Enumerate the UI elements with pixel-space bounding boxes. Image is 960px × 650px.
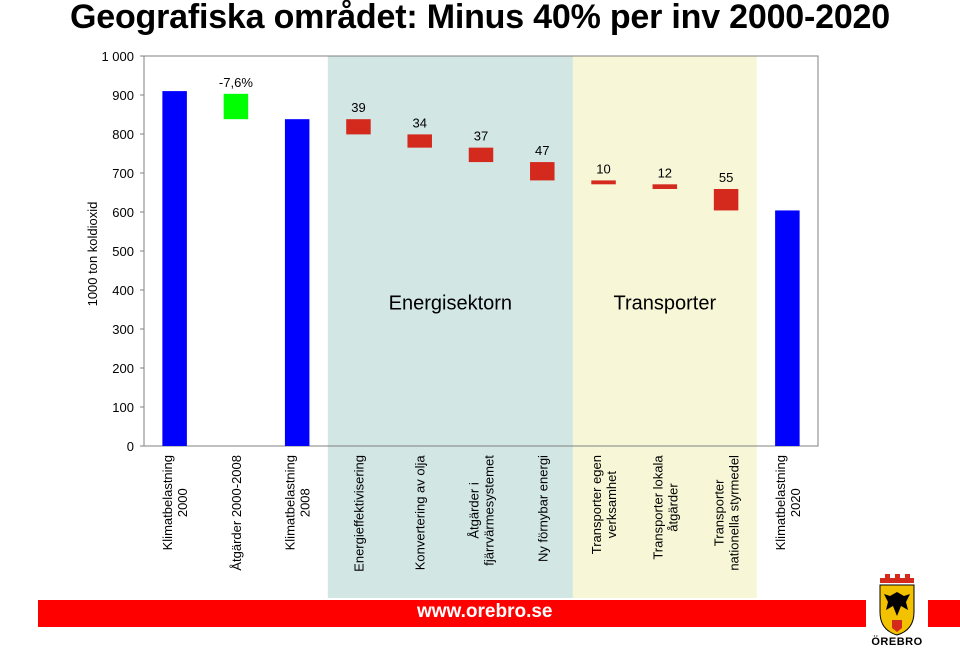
step-bar xyxy=(530,162,555,181)
step-bar xyxy=(652,184,678,189)
step-bar xyxy=(223,93,249,120)
y-tick-label: 200 xyxy=(112,361,134,376)
x-tick-label: Konvertering av olja xyxy=(413,455,428,571)
x-tick-label-line: Ny förnybar energi xyxy=(535,455,550,562)
x-tick-label-line: Transporter egen xyxy=(589,455,604,554)
total-bar xyxy=(284,119,310,447)
x-tick-label: Transporter egenverksamhet xyxy=(589,455,619,554)
x-tick-label-line: Klimatbelastning xyxy=(773,455,788,550)
x-tick-label-line: Transporter xyxy=(712,479,727,546)
data-label: 55 xyxy=(719,170,733,185)
orebro-logo: ÖREBRO xyxy=(866,572,928,650)
region-band-1 xyxy=(572,56,757,598)
y-tick-label: 100 xyxy=(112,400,134,415)
x-tick-label: Åtgärder ifjärrvärmesystemet xyxy=(467,455,497,566)
x-tick-label-line: Transporter lokala xyxy=(650,455,665,560)
step-bar xyxy=(468,147,494,163)
footer-url-link[interactable]: www.orebro.se xyxy=(417,601,553,622)
x-tick-label-line: 2000 xyxy=(175,488,190,517)
region-band-0 xyxy=(327,56,573,598)
data-label: -7,6% xyxy=(219,75,253,90)
x-tick-label-line: verksamhet xyxy=(604,471,619,539)
total-bar xyxy=(775,210,800,446)
x-tick-label: Transporter lokalaåtgärder xyxy=(650,455,680,560)
x-tick-label-line: nationella styrmedel xyxy=(727,455,742,571)
data-label: 37 xyxy=(474,129,488,144)
x-tick-label-line: åtgärder xyxy=(665,483,680,532)
x-tick-label-line: 2008 xyxy=(298,488,313,517)
page-title: Geografiska området: Minus 40% per inv 2… xyxy=(70,0,890,36)
x-tick-label-line: Åtgärder i xyxy=(467,482,482,538)
data-label: 39 xyxy=(351,100,365,115)
x-tick-label-line: Klimatbelastning xyxy=(283,455,298,550)
y-tick-label: 300 xyxy=(112,322,134,337)
y-tick-label: 1 000 xyxy=(101,49,134,64)
footer-bar xyxy=(38,600,960,627)
x-tick-label-line: Konvertering av olja xyxy=(413,455,428,571)
y-axis-label: 1000 ton koldioxid xyxy=(85,202,100,307)
x-tick-label: Åtgärder 2000-2008 xyxy=(229,455,244,571)
coat-of-arms-icon xyxy=(879,574,915,636)
region-label-0: Energisektorn xyxy=(389,293,512,315)
y-tick-label: 800 xyxy=(112,127,134,142)
y-tick-label: 400 xyxy=(112,283,134,298)
x-tick-label: Klimatbelastning2000 xyxy=(160,455,190,550)
total-bar xyxy=(162,91,187,446)
data-label: 47 xyxy=(535,143,549,158)
y-tick-label: 700 xyxy=(112,166,134,181)
step-bar xyxy=(713,188,739,211)
region-label-1: Transporter xyxy=(613,293,716,315)
y-tick-label: 500 xyxy=(112,244,134,259)
x-tick-label: Ny förnybar energi xyxy=(535,455,550,562)
x-tick-label-line: Energieffektivisering xyxy=(351,455,366,572)
x-tick-label: Energieffektivisering xyxy=(351,455,366,572)
x-tick-label: Klimatbelastning2020 xyxy=(773,455,803,550)
y-tick-label: 600 xyxy=(112,205,134,220)
logo-text: ÖREBRO xyxy=(871,636,923,648)
x-tick-label-line: Klimatbelastning xyxy=(160,455,175,550)
x-tick-label: Transporternationella styrmedel xyxy=(712,455,742,571)
data-label: 12 xyxy=(658,165,672,180)
x-tick-label-line: fjärrvärmesystemet xyxy=(482,455,497,566)
data-label: 34 xyxy=(412,115,426,130)
x-tick-label-line: 2020 xyxy=(788,488,803,517)
y-tick-label: 900 xyxy=(112,88,134,103)
x-tick-label-line: Åtgärder 2000-2008 xyxy=(229,455,244,571)
step-bar xyxy=(346,119,371,135)
x-tick-label: Klimatbelastning2008 xyxy=(283,455,313,550)
y-tick-label: 0 xyxy=(127,439,134,454)
step-bar xyxy=(591,180,616,185)
step-bar xyxy=(407,134,432,148)
data-label: 10 xyxy=(596,161,610,176)
